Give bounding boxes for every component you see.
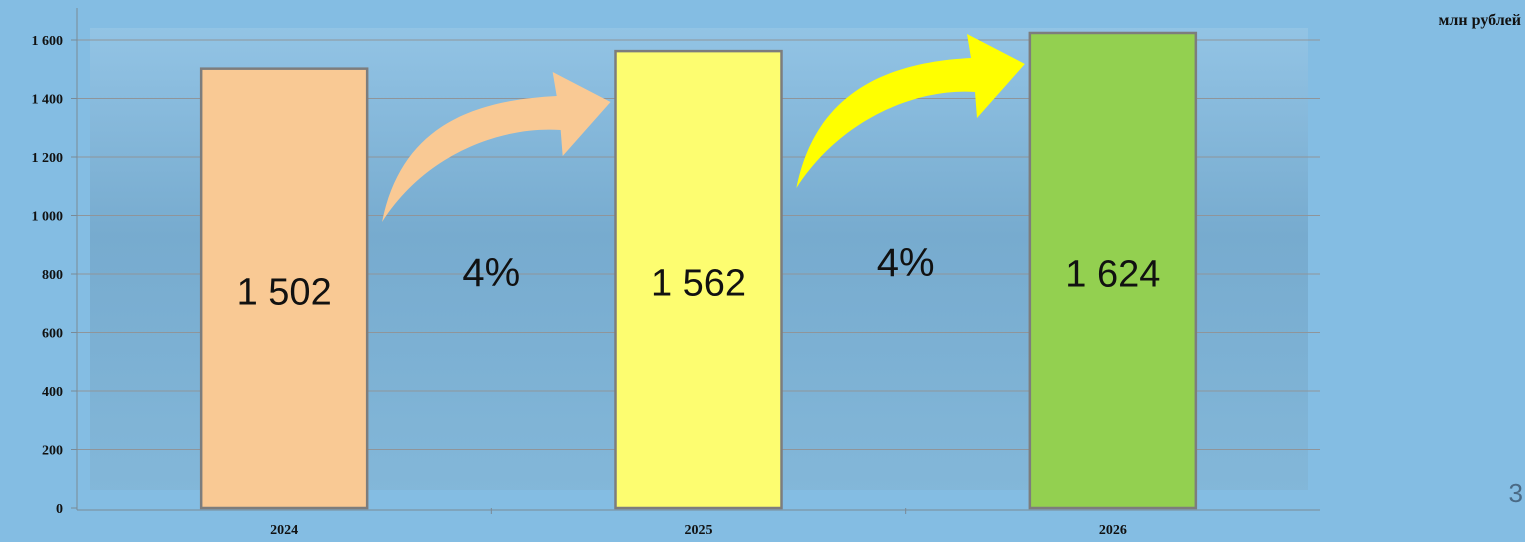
y-tick-label: 400 bbox=[42, 385, 63, 400]
y-tick-label: 1 400 bbox=[32, 93, 64, 108]
bar-2026 bbox=[1028, 31, 1198, 510]
growth-percent-label: 4% bbox=[462, 251, 520, 295]
data-label: 1 502 bbox=[237, 271, 332, 313]
growth-arrow bbox=[796, 34, 1025, 188]
bar-2024 bbox=[199, 67, 369, 510]
data-label: 1 562 bbox=[651, 263, 746, 305]
page-number: 3 bbox=[1508, 478, 1523, 508]
data-label: 1 624 bbox=[1065, 253, 1160, 295]
x-category-label: 2026 bbox=[1099, 523, 1127, 538]
growth-percent-label: 4% bbox=[877, 241, 935, 285]
bar-2025 bbox=[614, 49, 783, 510]
y-tick-label: 600 bbox=[42, 327, 63, 342]
x-category-label: 2024 bbox=[270, 523, 298, 538]
y-tick-label: 0 bbox=[56, 502, 63, 517]
y-tick-label: 1 200 bbox=[32, 151, 64, 166]
x-category-label: 2025 bbox=[685, 523, 713, 538]
y-tick-label: 1 000 bbox=[32, 210, 64, 225]
y-tick-label: 200 bbox=[42, 444, 63, 459]
unit-label: млн рублей bbox=[1438, 12, 1521, 29]
y-tick-label: 1 600 bbox=[32, 34, 64, 49]
y-tick-label: 800 bbox=[42, 268, 63, 283]
growth-arrow bbox=[382, 72, 611, 222]
